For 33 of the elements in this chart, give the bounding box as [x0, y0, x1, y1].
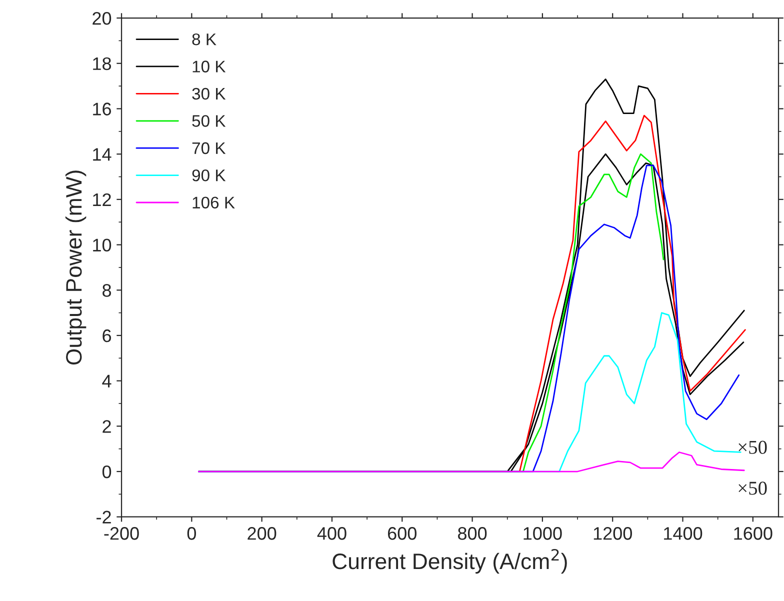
x-tick-label: 0: [187, 527, 196, 540]
legend-label: 90 K: [192, 169, 226, 182]
y-tick-label: 20: [92, 12, 112, 25]
y-tick-label: 6: [102, 329, 112, 342]
x-tick-label: -200: [104, 527, 139, 540]
x-axis-title: Current Density (A/cm$^{2}$): [332, 548, 567, 574]
legend-label: 8 K: [192, 33, 216, 46]
legend-label: 10 K: [192, 60, 226, 72]
y-tick-label: 8: [102, 284, 112, 297]
y-tick-label: 2: [102, 420, 111, 433]
legend-label: 30 K: [192, 88, 226, 100]
x-tick-label: 1000: [524, 527, 562, 540]
y-tick-label: 16: [93, 102, 112, 116]
legend-label: 50 K: [192, 115, 226, 127]
x-tick-label: 200: [248, 527, 276, 540]
annotation: ×50: [738, 440, 767, 454]
legend-label: 106 K: [192, 196, 235, 208]
annotation: ×50: [738, 482, 767, 495]
x-tick-label: 1400: [664, 527, 702, 540]
x-tick-label: 600: [388, 527, 416, 540]
y-tick-label: -2: [96, 510, 111, 524]
x-tick-label: 400: [317, 527, 346, 540]
x-tick-label: 800: [458, 527, 487, 540]
y-axis-title: Output Power (mW): [65, 170, 86, 365]
x-tick-label: 1200: [594, 527, 632, 540]
y-tick-label: 4: [102, 374, 112, 388]
legend-label: 70 K: [192, 142, 226, 154]
y-tick-label: 10: [93, 238, 112, 252]
y-tick-label: 18: [93, 57, 112, 70]
y-tick-label: 14: [93, 148, 112, 161]
y-tick-label: 12: [93, 193, 111, 206]
x-tick-label: 1600: [734, 527, 772, 540]
y-tick-label: 0: [102, 465, 112, 478]
